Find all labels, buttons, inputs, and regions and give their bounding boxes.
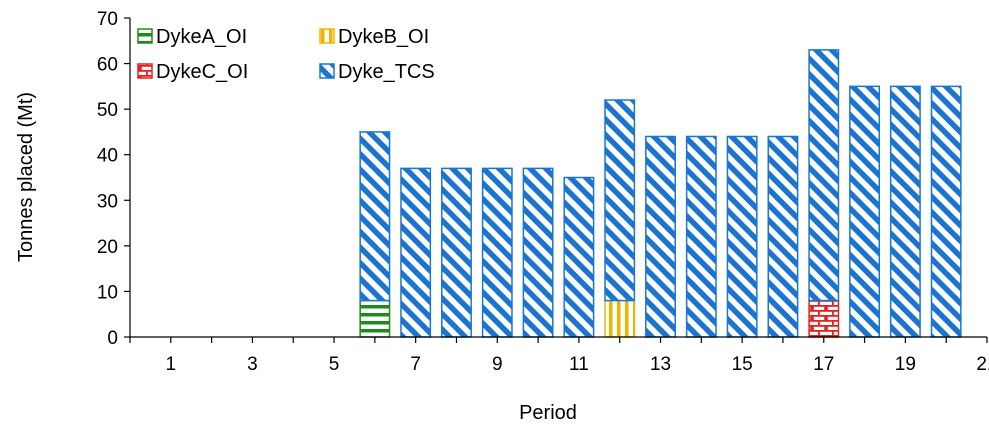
bar-dyke-tcs-period-16 [767, 135, 799, 338]
bar-dyke-tcs-period-13 [645, 135, 676, 338]
bar-dykec-oi-period-17 [808, 299, 840, 338]
y-tick-label: 0 [107, 328, 118, 349]
bar-dykeb-oi-period-12 [604, 299, 636, 338]
y-tick-label: 10 [97, 282, 118, 303]
x-tick-label: 17 [813, 354, 834, 375]
x-tick-label: 1 [166, 354, 177, 375]
y-tick-label: 70 [97, 9, 118, 30]
bar-dyke-tcs-period-17 [808, 49, 840, 302]
legend-label-dykec-oi: DykeC_OI [156, 61, 248, 83]
x-tick-label: 7 [410, 354, 421, 375]
tick-labels-layer: 01020304050607013579111315171921 [97, 9, 989, 375]
bar-dyke-tcs-period-10 [522, 167, 554, 338]
x-tick-label: 3 [247, 354, 258, 375]
bar-dyke-tcs-period-8 [441, 167, 472, 338]
y-tick-label: 50 [97, 100, 118, 121]
legend-swatch-dykea-oi [137, 28, 153, 44]
x-tick-label: 13 [650, 354, 671, 375]
y-tick-label: 20 [97, 237, 118, 258]
legend-swatch-dyke-tcs [319, 63, 335, 79]
y-tick-label: 30 [97, 191, 118, 212]
bar-dyke-tcs-period-18 [849, 85, 881, 338]
bar-dyke-tcs-period-19 [889, 85, 921, 338]
x-tick-label: 9 [492, 354, 503, 375]
legend-label-dykeb-oi: DykeB_OI [338, 26, 429, 48]
bar-dyke-tcs-period-20 [930, 85, 962, 338]
x-axis-title: Period [519, 402, 577, 424]
legend-swatch-dykec-oi [137, 63, 153, 79]
x-tick-label: 15 [732, 354, 753, 375]
legend-item-dykec-oi: DykeC_OI [137, 61, 248, 83]
bar-dyke-tcs-period-15 [726, 135, 758, 338]
legend-label-dykea-oi: DykeA_OI [156, 26, 247, 48]
legend: DykeA_OI DykeB_OI DykeC_OI Dyke_TCS [137, 26, 435, 83]
bar-dykea-oi-period-6 [359, 299, 391, 338]
legend-item-dykeb-oi: DykeB_OI [319, 26, 429, 48]
legend-item-dykea-oi: DykeA_OI [137, 26, 247, 48]
legend-label-dyke-tcs: Dyke_TCS [338, 61, 435, 83]
bar-dyke-tcs-period-12 [604, 99, 636, 302]
y-tick-label: 60 [97, 55, 118, 76]
x-tick-label: 21 [976, 354, 989, 375]
legend-swatch-dykeb-oi [319, 28, 335, 44]
legend-item-dyke-tcs: Dyke_TCS [319, 61, 435, 83]
bars-layer [359, 49, 962, 338]
axes-layer [124, 17, 988, 343]
x-tick-label: 5 [329, 354, 340, 375]
y-axis-title: Tonnes placed (Mt) [15, 92, 37, 262]
y-tick-label: 40 [97, 146, 118, 167]
bar-dyke-tcs-period-9 [481, 167, 513, 338]
bar-dyke-tcs-period-7 [400, 167, 432, 338]
x-tick-label: 19 [895, 354, 916, 375]
x-tick-label: 11 [569, 354, 589, 375]
bar-dyke-tcs-period-6 [359, 131, 391, 302]
bar-dyke-tcs-period-11 [563, 176, 595, 338]
bar-dyke-tcs-period-14 [685, 135, 717, 338]
